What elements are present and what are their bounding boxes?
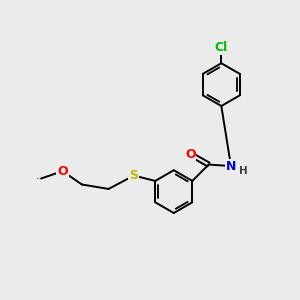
- Text: S: S: [129, 169, 138, 182]
- Text: O: O: [57, 165, 68, 178]
- Text: methoxy: methoxy: [37, 178, 43, 179]
- Text: Cl: Cl: [215, 41, 228, 54]
- Text: O: O: [185, 148, 196, 161]
- Text: H: H: [239, 167, 248, 176]
- Text: N: N: [226, 160, 236, 172]
